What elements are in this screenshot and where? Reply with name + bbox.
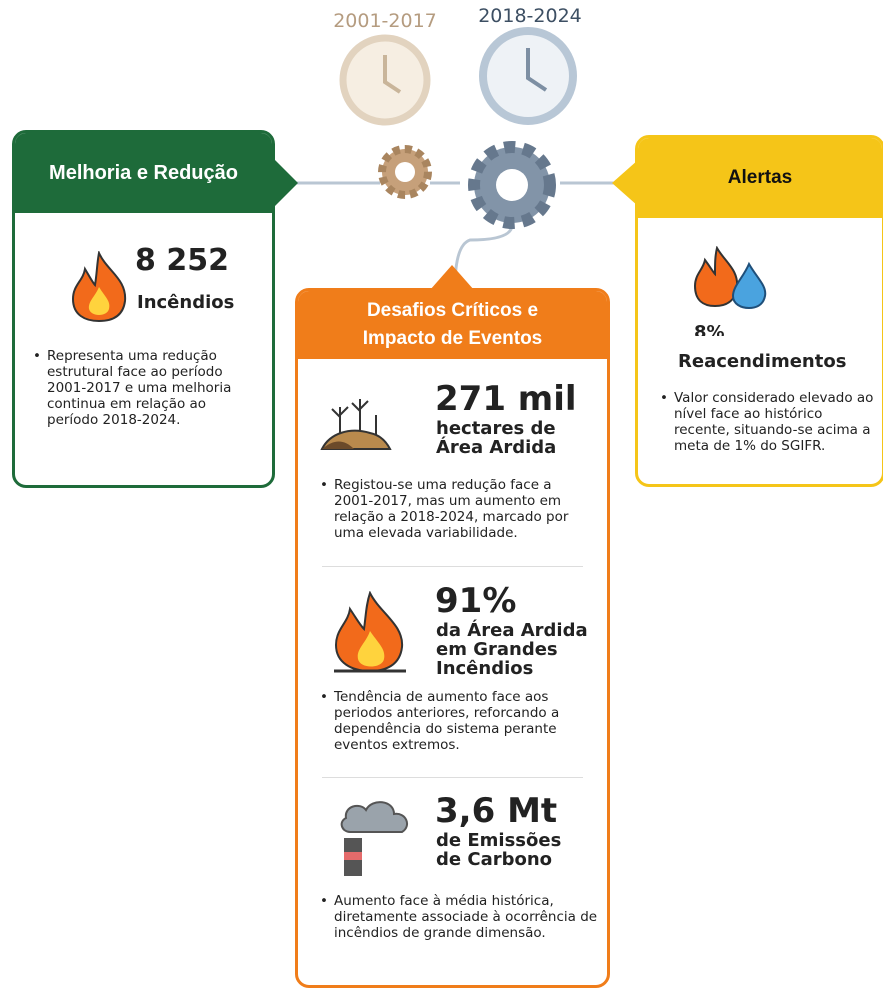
- card-title: Melhoria e Redução: [15, 133, 272, 213]
- bullet-text: Aumento face à média histórica, diretame…: [320, 893, 600, 941]
- stat-value: 91%: [435, 581, 516, 621]
- fire-icon: [67, 251, 131, 323]
- stat-value: 8 252: [135, 243, 229, 278]
- bullet-text: Registou-se uma redução face a 2001-2017…: [320, 477, 590, 541]
- land-icon: [320, 393, 392, 451]
- stat-label: de Emissões de Carbono: [436, 831, 586, 869]
- separator: [322, 566, 583, 567]
- card-title: Alertas: [638, 138, 882, 218]
- left-card: Melhoria e Redução 8 252 Incêndios Repre…: [12, 130, 275, 488]
- stat-value: 3,6 Mt: [435, 791, 557, 831]
- bullet-text: Valor considerado elevado ao nível face …: [660, 390, 880, 454]
- stat-label: Incêndios: [137, 293, 234, 312]
- period-label: 2001-2017: [320, 10, 450, 32]
- stat-value: 8%: [694, 322, 725, 336]
- stat-label: hectares de Área Ardida: [436, 419, 586, 457]
- center-card: Desafios Críticos e Impacto de Eventos 2…: [295, 288, 610, 988]
- fire-drop-icon: [693, 246, 773, 310]
- page: 2001-2017 2018-2024 Melhoria e Redução 8…: [0, 0, 883, 980]
- bullet-text: Representa uma redução estrutural face a…: [33, 348, 258, 428]
- stat-label: Reacendimentos: [678, 352, 846, 371]
- card-title: Desafios Críticos e Impacto de Eventos: [298, 291, 607, 359]
- stat-value: 271 mil: [435, 379, 577, 419]
- fire-icon: [330, 591, 408, 673]
- stat-label: da Área Ardida em Grandes Incêndios: [436, 621, 596, 678]
- separator: [322, 777, 583, 778]
- bullet-text: Tendência de aumento face aos periodos a…: [320, 689, 590, 753]
- period-label: 2018-2024: [460, 5, 600, 27]
- smokestack-icon: [328, 796, 418, 876]
- right-card: Alertas 8% Reacendimentos Valor consider…: [635, 135, 883, 487]
